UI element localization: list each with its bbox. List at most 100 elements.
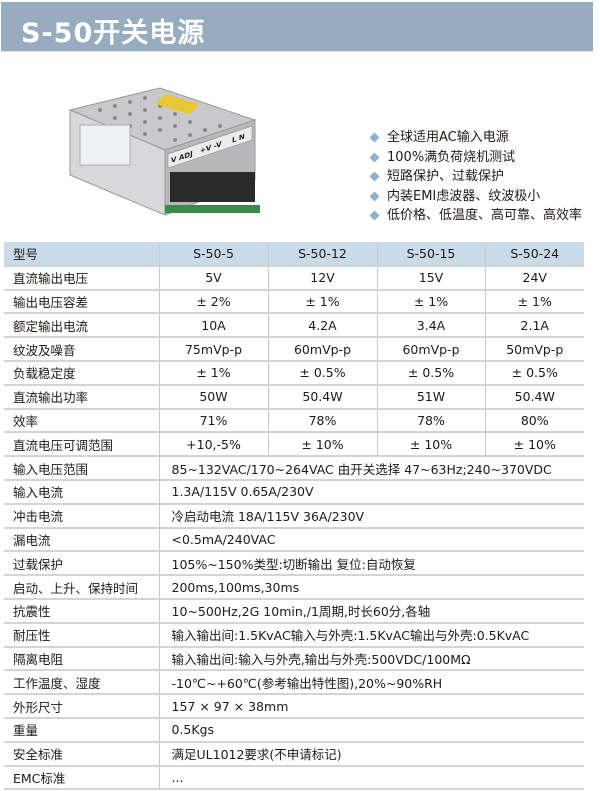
row-label: 纹波及噪音 bbox=[4, 337, 160, 362]
cell-value: ± 1% bbox=[377, 289, 486, 315]
row-label: 额定输出电流 bbox=[4, 313, 160, 339]
cell-value: 冷启动电流 18A/115V 36A/230V bbox=[159, 503, 584, 529]
feature-list: 全球适用AC输入电源 100%满负荷烧机测试 短路保护、过载保护 内装EMI虑波… bbox=[368, 128, 582, 226]
cell-value: ± 2% bbox=[159, 289, 269, 315]
table-row: EMC标准... bbox=[4, 765, 584, 791]
row-label: 启动、上升、保持时间 bbox=[4, 575, 160, 600]
cell-value: ± 0.5% bbox=[485, 360, 584, 386]
cell-value: 200ms,100ms,30ms bbox=[159, 575, 584, 600]
cell-value: <0.5mA/240VAC bbox=[159, 527, 584, 553]
row-label: 效率 bbox=[4, 408, 160, 434]
row-label: 输出电压容差 bbox=[4, 289, 160, 315]
table-row: 冲击电流 冷启动电流 18A/115V 36A/230V bbox=[4, 503, 584, 529]
cell-value: ± 10% bbox=[377, 432, 486, 458]
feature-text: 短路保护、过载保护 bbox=[387, 169, 505, 184]
feature-item: 全球适用AC输入电源 bbox=[368, 128, 582, 148]
table-row: 漏电流 <0.5mA/240VAC bbox=[4, 527, 584, 553]
cell-value: 2.1A bbox=[485, 313, 584, 339]
cell-value: ... bbox=[159, 765, 584, 791]
table-row: 抗震性 10~500Hz,2G 10min,/1周期,时长60分,各轴 bbox=[4, 598, 584, 624]
table-row: 启动、上升、保持时间 200ms,100ms,30ms bbox=[4, 575, 584, 600]
cell-value: ± 0.5% bbox=[268, 360, 378, 386]
table-header-row: 型号 S-50-5 S-50-12 S-50-15 S-50-24 bbox=[4, 242, 584, 267]
cell-value: 4.2A bbox=[268, 313, 378, 339]
table-row: 直流输出功率 50W 50.4W 51W 50.4W bbox=[4, 384, 584, 410]
table-row: 工作温度、湿度 -10℃~+60℃(参考输出特性图),20%~90%RH bbox=[4, 670, 584, 696]
table-row: 耐压性 输入输出间:1.5KvAC输入与外壳:1.5KvAC输出与外壳:0.5Kv… bbox=[4, 622, 584, 648]
diamond-bullet-icon bbox=[369, 152, 380, 163]
row-label: 抗震性 bbox=[4, 598, 160, 624]
table-row: 外形尺寸 157 × 97 × 38mm bbox=[4, 694, 584, 719]
feature-text: 低价格、低温度、高可靠、高效率 bbox=[387, 208, 583, 223]
cell-value: 105%~150%类型:切断输出 复位:自动恢复 bbox=[159, 551, 584, 577]
page-title: S-50开关电源 bbox=[21, 18, 206, 49]
cell-value: 输入输出间:输入与外壳,输出与外壳:500VDC/100MΩ bbox=[159, 646, 584, 672]
table-row: 输入电流 1.3A/115V 0.65A/230V bbox=[4, 479, 584, 505]
cell-value: 50mVp-p bbox=[485, 337, 584, 362]
model-header: S-50-5 bbox=[159, 242, 269, 267]
cell-value: 1.3A/115V 0.65A/230V bbox=[159, 479, 584, 505]
cell-value: 满足UL1012要求(不申请标记) bbox=[159, 741, 584, 767]
cell-value: 0.5Kgs bbox=[159, 717, 584, 743]
row-label: EMC标准 bbox=[4, 765, 160, 791]
row-label: 输入电压范围 bbox=[4, 456, 160, 481]
model-header: S-50-12 bbox=[268, 242, 378, 267]
cell-value: ± 1% bbox=[485, 289, 584, 315]
table-row: 输入电压范围 85~132VAC/170~264VAC 由开关选择 47~63Hz… bbox=[4, 456, 584, 481]
cell-value: 24V bbox=[485, 265, 584, 291]
row-label: 漏电流 bbox=[4, 527, 160, 553]
row-label: 负载稳定度 bbox=[4, 360, 160, 386]
cell-value: 50.4W bbox=[485, 384, 584, 410]
cell-value: 78% bbox=[377, 408, 486, 434]
table-row: 纹波及噪音 75mVp-p 60mVp-p 60mVp-p 50mVp-p bbox=[4, 337, 584, 362]
cell-value: 78% bbox=[268, 408, 378, 434]
table-row: 效率 71% 78% 78% 80% bbox=[4, 408, 584, 434]
input-terminal-label: L N bbox=[232, 132, 245, 145]
diamond-bullet-icon bbox=[369, 171, 380, 182]
title-bar: S-50开关电源 bbox=[1, 2, 593, 52]
table-row: 过载保护 105%~150%类型:切断输出 复位:自动恢复 bbox=[4, 551, 584, 577]
cell-value: 5V bbox=[159, 265, 269, 291]
header-label: 型号 bbox=[4, 242, 160, 267]
table-row: 负载稳定度 ± 1% ± 0.5% ± 0.5% ± 0.5% bbox=[4, 360, 584, 386]
diamond-bullet-icon bbox=[369, 210, 380, 221]
row-label: 直流电压可调范围 bbox=[4, 432, 160, 458]
row-label: 输入电流 bbox=[4, 479, 160, 505]
cell-value: 3.4A bbox=[377, 313, 486, 339]
table-row: 输出电压容差 ± 2% ± 1% ± 1% ± 1% bbox=[4, 289, 584, 315]
model-header: S-50-24 bbox=[485, 242, 584, 267]
cell-value: 10~500Hz,2G 10min,/1周期,时长60分,各轴 bbox=[159, 598, 584, 624]
cell-value: 输入输出间:1.5KvAC输入与外壳:1.5KvAC输出与外壳:0.5KvAC bbox=[159, 622, 584, 648]
cell-value: ± 10% bbox=[268, 432, 378, 458]
cell-value: 50W bbox=[159, 384, 269, 410]
row-label: 直流输出电压 bbox=[4, 265, 160, 291]
table-row: 直流电压可调范围 +10,-5% ± 10% ± 10% ± 10% bbox=[4, 432, 584, 458]
feature-item: 短路保护、过载保护 bbox=[368, 167, 582, 187]
table-row: 额定输出电流 10A 4.2A 3.4A 2.1A bbox=[4, 313, 584, 339]
feature-item: 100%满负荷烧机测试 bbox=[368, 148, 582, 168]
row-label: 冲击电流 bbox=[4, 503, 160, 529]
row-label: 隔离电阻 bbox=[4, 646, 160, 672]
cell-value: 157 × 97 × 38mm bbox=[159, 694, 584, 719]
cell-value: ± 1% bbox=[268, 289, 378, 315]
feature-item: 内装EMI虑波器、纹波极小 bbox=[368, 187, 582, 207]
cell-value: 80% bbox=[485, 408, 584, 434]
row-label: 耐压性 bbox=[4, 622, 160, 648]
cell-value: +10,-5% bbox=[159, 432, 269, 458]
row-label: 工作温度、湿度 bbox=[4, 670, 160, 696]
table-row: 安全标准 满足UL1012要求(不申请标记) bbox=[4, 741, 584, 767]
cell-value: 71% bbox=[159, 408, 269, 434]
row-label: 直流输出功率 bbox=[4, 384, 160, 410]
cell-value: 60mVp-p bbox=[268, 337, 378, 362]
table-row: 直流输出电压 5V 12V 15V 24V bbox=[4, 265, 584, 291]
table-row: 隔离电阻 输入输出间:输入与外壳,输出与外壳:500VDC/100MΩ bbox=[4, 646, 584, 672]
cell-value: ± 1% bbox=[159, 360, 269, 386]
cell-value: 10A bbox=[159, 313, 269, 339]
spec-table: 型号 S-50-5 S-50-12 S-50-15 S-50-24 直流输出电压… bbox=[4, 242, 584, 791]
diamond-bullet-icon bbox=[369, 191, 380, 202]
cell-value: 50.4W bbox=[268, 384, 378, 410]
cell-value: 51W bbox=[377, 384, 486, 410]
front-label-panel: V ADJ +V -V L N bbox=[167, 125, 253, 169]
cell-value: ± 10% bbox=[485, 432, 584, 458]
feature-text: 全球适用AC输入电源 bbox=[387, 130, 509, 145]
